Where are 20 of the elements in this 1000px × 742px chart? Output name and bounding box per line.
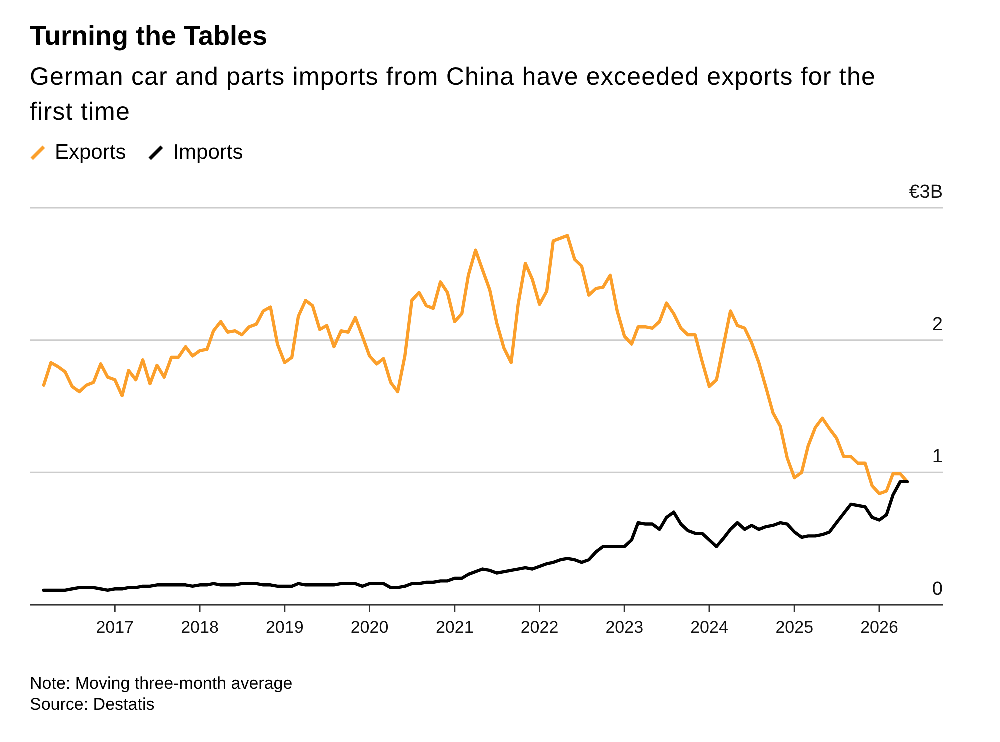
x-tick-label: 2024 xyxy=(690,618,728,638)
x-tick-label: 2025 xyxy=(776,618,814,638)
x-tick-label: 2018 xyxy=(181,618,219,638)
y-tick-label: 0 xyxy=(932,579,943,600)
legend-label: Imports xyxy=(173,140,244,166)
y-tick-label: 2 xyxy=(932,314,943,336)
legend-label: Exports xyxy=(55,140,126,166)
x-tick-label: 2023 xyxy=(606,618,644,638)
source-note: Source: Destatis xyxy=(30,694,156,715)
x-tick-label: 2022 xyxy=(520,618,559,638)
text: Note: Moving three-month average xyxy=(30,673,293,694)
y-tick-label: €3B xyxy=(909,182,943,203)
chart-subtitle: German car and parts imports from China have exceeded exports for the first time xyxy=(30,62,877,128)
x-tick-label: 2019 xyxy=(266,618,304,638)
x-tick-label: 2020 xyxy=(350,618,389,638)
x-tick-label: 2017 xyxy=(96,618,134,638)
y-tick-label: 1 xyxy=(932,446,943,468)
x-tick-label: 2026 xyxy=(860,618,898,638)
x-tick-label: 2021 xyxy=(436,618,474,638)
chart-title: Turning the Tables xyxy=(30,20,268,53)
